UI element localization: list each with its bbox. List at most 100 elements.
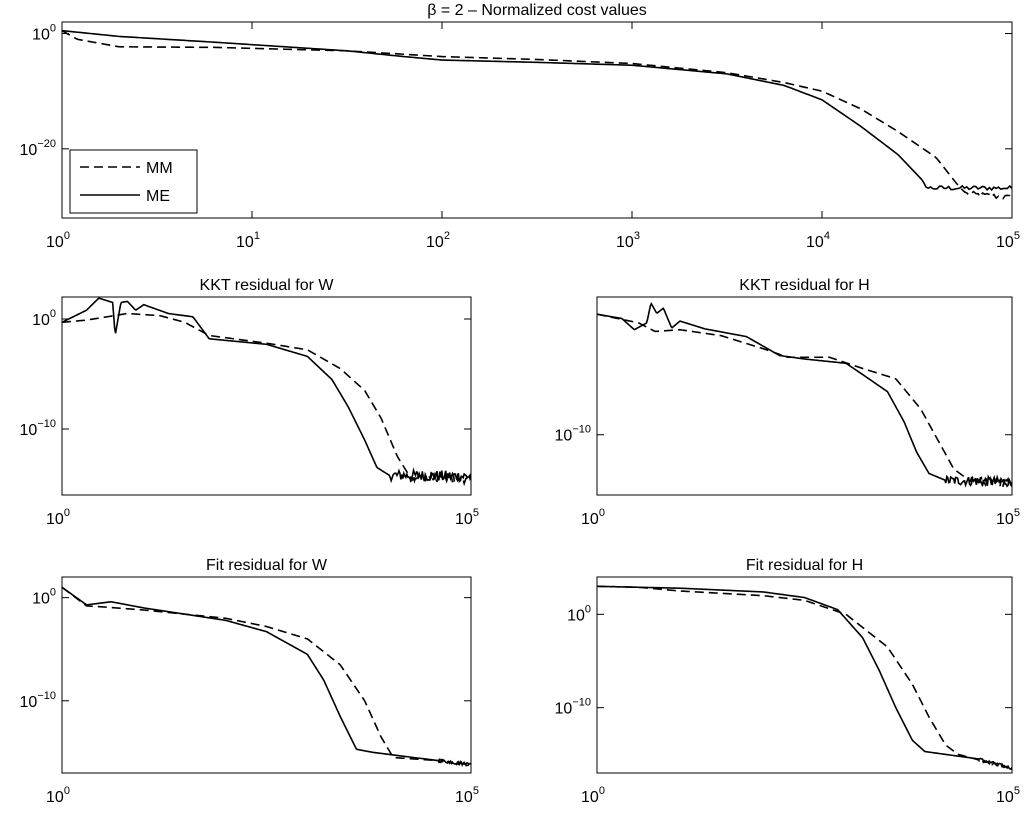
y-tick-label: 100: [32, 587, 56, 608]
x-tick-label: 100: [46, 230, 70, 251]
y-tick-label: 10−10: [555, 424, 591, 445]
y-tick-base: 10: [32, 312, 50, 329]
x-tick-base: 10: [455, 789, 473, 806]
x-tick-exponent: 2: [444, 230, 450, 242]
series-group: [62, 29, 1012, 201]
y-tick-base: 10: [20, 694, 38, 711]
x-tick-exponent: 1: [254, 230, 260, 242]
y-tick-exponent: −10: [572, 697, 591, 709]
x-tick-base: 10: [426, 234, 444, 251]
series-line-mm: [597, 585, 1012, 771]
series-line-me: [62, 586, 471, 768]
y-tick-label: 100: [32, 23, 56, 44]
x-tick-label: 100: [46, 785, 70, 806]
y-tick-base: 10: [20, 142, 38, 159]
series-line-mm: [62, 29, 1012, 201]
y-tick-base: 10: [555, 428, 573, 445]
series-line-mm: [62, 312, 471, 487]
series-group: [597, 585, 1012, 771]
series-line-mm: [597, 313, 1012, 488]
y-tick-label: 10−10: [20, 690, 56, 711]
y-tick-label: 100: [32, 308, 56, 329]
legend-label-mm: MM: [146, 160, 173, 177]
x-tick-exponent: 5: [1014, 785, 1020, 797]
x-tick-exponent: 5: [473, 785, 479, 797]
x-tick-exponent: 0: [64, 785, 70, 797]
x-tick-exponent: 0: [64, 507, 70, 519]
legend: MM ME: [69, 149, 198, 214]
plot-frame: [61, 576, 472, 774]
x-tick-exponent: 4: [824, 230, 830, 242]
x-tick-label: 100: [581, 507, 605, 528]
x-tick-base: 10: [46, 789, 64, 806]
x-tick-base: 10: [996, 789, 1014, 806]
x-tick-exponent: 3: [634, 230, 640, 242]
x-tick-label: 100: [581, 785, 605, 806]
x-tick-base: 10: [581, 789, 599, 806]
series-group: [597, 301, 1012, 488]
x-tick-label: 105: [996, 230, 1020, 251]
y-tick-exponent: −10: [37, 690, 56, 702]
x-tick-base: 10: [236, 234, 254, 251]
plot-frame: [596, 296, 1013, 496]
x-tick-label: 105: [455, 507, 479, 528]
chart-title: Fit residual for H: [746, 557, 863, 574]
x-tick-base: 10: [581, 511, 599, 528]
chart-title: KKT residual for W: [200, 277, 335, 294]
legend-label-me: ME: [146, 188, 170, 205]
x-tick-exponent: 5: [1014, 230, 1020, 242]
y-tick-exponent: −20: [37, 138, 56, 150]
x-tick-label: 105: [996, 785, 1020, 806]
y-tick-label: 10−20: [20, 138, 56, 159]
y-tick-exponent: 0: [585, 603, 591, 615]
x-tick-base: 10: [46, 234, 64, 251]
series-line-me: [62, 297, 471, 484]
x-tick-base: 10: [616, 234, 634, 251]
y-tick-base: 10: [32, 27, 50, 44]
x-tick-base: 10: [996, 234, 1014, 251]
plot-frame: [596, 576, 1013, 774]
y-tick-exponent: 0: [50, 308, 56, 320]
series-line-me: [597, 301, 1012, 488]
series-group: [62, 297, 471, 487]
y-tick-base: 10: [555, 701, 573, 718]
x-tick-base: 10: [996, 511, 1014, 528]
chart-title: KKT residual for H: [739, 277, 869, 294]
x-tick-exponent: 5: [473, 507, 479, 519]
plot-frame: [61, 296, 472, 496]
chart-title: Fit residual for W: [206, 557, 328, 574]
x-tick-base: 10: [455, 511, 473, 528]
x-tick-label: 105: [996, 507, 1020, 528]
y-tick-base: 10: [567, 607, 585, 624]
x-tick-label: 103: [616, 230, 640, 251]
y-tick-label: 10−10: [555, 697, 591, 718]
y-tick-label: 100: [567, 603, 591, 624]
x-tick-label: 104: [806, 230, 830, 251]
y-tick-exponent: 0: [50, 587, 56, 599]
series-group: [62, 586, 471, 768]
x-tick-exponent: 5: [1014, 507, 1020, 519]
x-tick-label: 105: [455, 785, 479, 806]
y-tick-base: 10: [32, 591, 50, 608]
x-tick-base: 10: [46, 511, 64, 528]
x-tick-base: 10: [806, 234, 824, 251]
x-tick-exponent: 0: [599, 507, 605, 519]
x-tick-label: 100: [46, 507, 70, 528]
y-tick-label: 10−10: [20, 418, 56, 439]
x-tick-exponent: 0: [64, 230, 70, 242]
chart-title: β = 2 – Normalized cost values: [427, 2, 647, 19]
legend-box: [69, 149, 198, 214]
series-line-mm: [62, 586, 471, 767]
series-line-me: [597, 585, 1012, 770]
series-line-me: [62, 29, 1012, 192]
y-tick-exponent: −10: [572, 424, 591, 436]
x-tick-label: 101: [236, 230, 260, 251]
y-tick-exponent: −10: [37, 418, 56, 430]
y-tick-exponent: 0: [50, 23, 56, 35]
